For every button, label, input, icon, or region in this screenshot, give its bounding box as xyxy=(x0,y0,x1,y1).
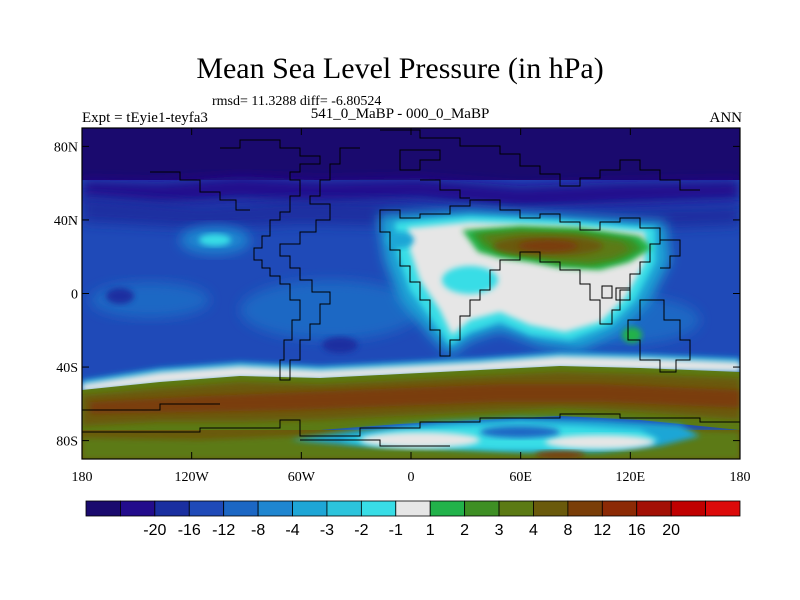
y-tick-label: 40N xyxy=(54,214,78,229)
colorbar-label: -20 xyxy=(143,522,166,539)
axis-ticks: 80N 40N 0 40S 80S 180 120W 60W 0 60E 120E 180 xyxy=(54,128,751,485)
x-tick-label: 180 xyxy=(730,470,751,485)
colorbar: -20 -16 -12 -8 -4 -3 -2 -1 1 2 3 4 8 12 16 20 xyxy=(85,500,741,539)
colorbar-label: 8 xyxy=(563,522,572,539)
experiment-label: Expt = tEyie1-teyfa3 xyxy=(82,110,208,126)
subtitle: 541_0_MaBP - 000_0_MaBP xyxy=(310,106,490,122)
colorbar-label: 20 xyxy=(662,522,680,539)
colorbar-label: 12 xyxy=(593,522,611,539)
colorbar-swatch xyxy=(636,500,672,517)
pressure-field xyxy=(82,128,740,459)
colorbar-label: -16 xyxy=(178,522,201,539)
colorbar-label: 16 xyxy=(628,522,646,539)
x-tick-label: 60W xyxy=(288,470,316,485)
x-tick-label: 120W xyxy=(175,470,210,485)
colorbar-label: 3 xyxy=(495,522,504,539)
colorbar-swatch xyxy=(533,500,569,517)
colorbar-swatch xyxy=(464,500,500,517)
colorbar-swatch xyxy=(120,500,156,517)
colorbar-swatch xyxy=(670,500,706,517)
map-title: Mean Sea Level Pressure (in hPa) xyxy=(196,52,604,85)
y-tick-label: 80S xyxy=(56,435,78,450)
colorbar-swatch xyxy=(326,500,362,517)
colorbar-label: -8 xyxy=(251,522,265,539)
colorbar-label: -1 xyxy=(389,522,403,539)
y-tick-label: 40S xyxy=(56,361,78,376)
colorbar-swatch xyxy=(601,500,638,517)
colorbar-label: -4 xyxy=(285,522,299,539)
x-tick-label: 60E xyxy=(509,470,532,485)
stats-text: rmsd= 11.3288 diff= -6.80524 xyxy=(212,94,382,109)
colorbar-swatch xyxy=(223,500,259,517)
colorbar-swatch xyxy=(705,500,741,517)
colorbar-swatch xyxy=(85,500,121,517)
colorbar-swatch xyxy=(154,500,190,517)
colorbar-label: -3 xyxy=(320,522,334,539)
colorbar-swatch xyxy=(395,500,431,517)
y-tick-label: 0 xyxy=(71,288,78,303)
colorbar-swatch xyxy=(429,500,466,517)
colorbar-swatch xyxy=(360,500,397,517)
x-tick-label: 180 xyxy=(72,470,93,485)
colorbar-label: -12 xyxy=(212,522,235,539)
x-tick-label: 120E xyxy=(616,470,646,485)
colorbar-label: 2 xyxy=(460,522,469,539)
x-tick-label: 0 xyxy=(408,470,415,485)
coastlines xyxy=(82,129,740,447)
y-tick-label: 80N xyxy=(54,140,78,155)
colorbar-label: 4 xyxy=(529,522,538,539)
colorbar-swatch xyxy=(292,500,328,517)
colorbar-label: -2 xyxy=(354,522,368,539)
colorbar-swatch xyxy=(188,500,225,517)
colorbar-swatch xyxy=(257,500,293,517)
colorbar-label: 1 xyxy=(426,522,435,539)
colorbar-swatch xyxy=(498,500,534,517)
colorbar-swatch xyxy=(567,500,603,517)
season-label: ANN xyxy=(709,110,743,126)
